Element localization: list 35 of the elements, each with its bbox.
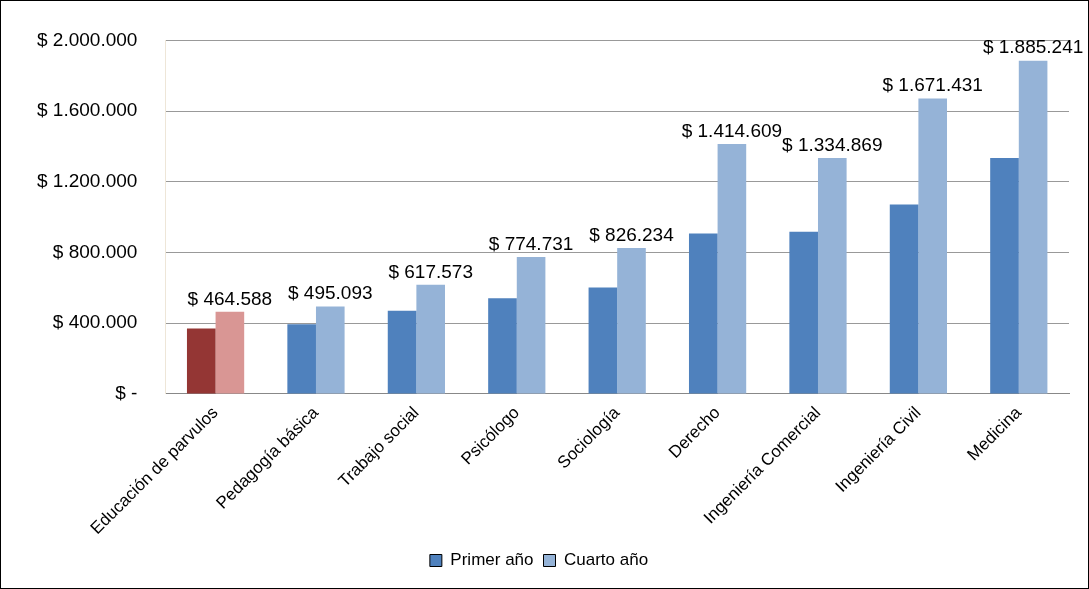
bar: [287, 324, 316, 394]
bar: [186, 328, 216, 394]
y-tick-label: $ 1.600.000: [37, 99, 138, 121]
data-label: $ 1.671.431: [882, 74, 983, 96]
bar: [1018, 60, 1048, 394]
legend-label: Cuarto año: [564, 550, 649, 570]
bar: [688, 233, 718, 394]
y-tick-label: $ 1.200.000: [37, 170, 138, 192]
data-label: $ 826.234: [589, 223, 675, 245]
data-label: $ 617.573: [388, 260, 473, 282]
data-label: $ 495.093: [288, 282, 373, 304]
bar: [387, 310, 417, 394]
bar: [889, 204, 919, 394]
data-label: $ 1.334.869: [782, 133, 883, 155]
bar: [817, 157, 847, 394]
data-label: $ 774.731: [488, 232, 574, 254]
data-label: $ 1.885.241: [982, 36, 1084, 58]
bar: [516, 257, 546, 394]
bar: [416, 284, 445, 394]
y-tick-label: $ 2.000.000: [37, 28, 138, 50]
bar: [717, 143, 747, 394]
bar: [215, 311, 245, 394]
y-tick-label: $ 800.000: [52, 240, 138, 262]
bar: [617, 247, 646, 394]
bar: [918, 98, 948, 394]
y-tick-label: $ 400.000: [52, 311, 138, 333]
legend-label: Primer año: [450, 550, 534, 570]
bar: [488, 298, 517, 394]
y-tick-label: $ -: [115, 382, 138, 404]
data-label: $ 1.414.609: [681, 119, 783, 141]
bar: [990, 157, 1019, 394]
bar: [789, 231, 818, 394]
bar: [315, 306, 345, 394]
bar: [588, 287, 618, 394]
data-label: $ 464.588: [187, 287, 273, 309]
